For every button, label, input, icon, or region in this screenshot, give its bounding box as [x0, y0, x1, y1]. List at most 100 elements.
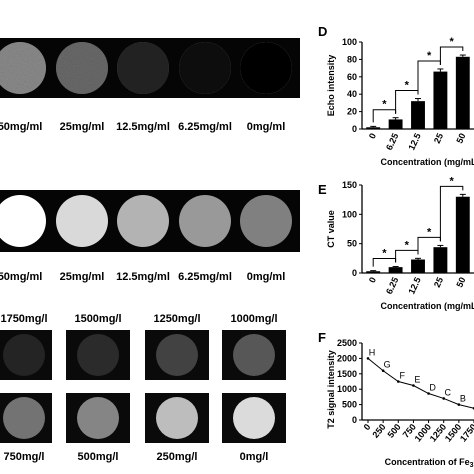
y-axis-label: CT value — [326, 210, 336, 248]
x-tick-label: 12.5 — [406, 132, 422, 152]
ultrasound-sample — [240, 42, 292, 94]
panel-c-label: 0mg/l — [240, 451, 269, 463]
panel-b-label: 0mg/ml — [247, 271, 286, 283]
x-tick-label: 25 — [432, 276, 445, 289]
significance-star: * — [382, 248, 387, 260]
bar — [411, 259, 425, 273]
bar — [455, 56, 470, 129]
y-tick-label: 100 — [342, 209, 357, 219]
mri-sample — [233, 334, 275, 376]
ultrasound-sample — [179, 42, 231, 94]
y-tick-label: 0 — [352, 124, 357, 134]
bar — [366, 127, 381, 129]
data-point — [396, 380, 400, 383]
bar — [388, 267, 403, 273]
x-tick-label: 6.25 — [384, 132, 400, 152]
bar — [388, 119, 403, 129]
mri-sample — [77, 334, 119, 376]
panel-b-label: 25mg/ml — [60, 271, 105, 283]
panel-letter-d: D — [318, 24, 327, 39]
x-tick-label: 250 — [370, 422, 387, 440]
y-tick-label: 50 — [347, 239, 357, 249]
mri-sample — [156, 397, 198, 439]
chart-f: F 05001000150020002500025050075010001250… — [318, 330, 474, 469]
y-tick-label: 60 — [347, 72, 357, 82]
significance-star: * — [449, 36, 454, 48]
y-axis-label: T2 signal intensity — [326, 350, 336, 429]
panel-b-label: 12.5mg/ml — [116, 271, 170, 283]
ultrasound-sample — [0, 42, 46, 94]
mri-sample — [3, 397, 45, 439]
significance-star: * — [405, 239, 410, 251]
ct-sample — [0, 195, 46, 247]
point-label: G — [384, 360, 391, 370]
significance-star: * — [427, 226, 432, 238]
panel-b: 50mg/ml 25mg/ml 12.5mg/ml 6.25mg/ml 0mg/ml — [0, 190, 300, 283]
panel-c-label: 500mg/l — [78, 451, 119, 463]
panel-a-label: 6.25mg/ml — [178, 121, 232, 133]
significance-star: * — [449, 175, 454, 187]
panel-c: 1750mg/l 1500mg/l 1250mg/l 1000mg/l 750mg/l 5… — [0, 313, 286, 463]
y-tick-label: 0 — [352, 268, 357, 278]
x-axis-label: Concentration (mg/mL) — [381, 157, 474, 167]
x-tick-label: 1750 — [458, 422, 474, 444]
point-label: C — [444, 387, 451, 397]
panel-c-label: 1000mg/l — [230, 313, 277, 325]
ultrasound-sample — [56, 42, 108, 94]
y-tick-label: 20 — [347, 107, 357, 117]
significance-star: * — [405, 80, 410, 92]
mri-sample — [3, 334, 45, 376]
point-label: D — [429, 383, 436, 393]
mri-sample — [77, 397, 119, 439]
data-point — [366, 357, 370, 360]
panel-b-label: 6.25mg/ml — [178, 271, 232, 283]
x-axis-label: Concentration (mg/mL) — [381, 301, 474, 311]
x-tick-label: 50 — [454, 276, 467, 289]
point-label: H — [369, 347, 376, 357]
panel-c-label: 750mg/l — [4, 451, 45, 463]
point-label: E — [414, 375, 420, 385]
x-tick-label: 12.5 — [406, 276, 422, 296]
y-tick-label: 500 — [342, 400, 357, 410]
y-tick-label: 150 — [342, 180, 357, 190]
y-tick-label: 40 — [347, 89, 357, 99]
point-label: B — [460, 394, 466, 404]
x-tick-label: 6.25 — [384, 276, 400, 296]
panel-a-label: 25mg/ml — [60, 121, 105, 133]
y-tick-label: 1500 — [337, 369, 357, 379]
bar — [411, 101, 425, 129]
y-tick-label: 1000 — [337, 384, 357, 394]
data-point — [381, 369, 385, 373]
panel-c-label: 1250mg/l — [153, 313, 200, 325]
data-point — [427, 392, 430, 395]
panel-letter-e: E — [318, 182, 327, 197]
data-point — [442, 397, 446, 400]
y-tick-label: 100 — [342, 37, 357, 47]
chart-e: E 0 50 100 150 0 6.25 12.5 25 50 * * * * CT value Conc… — [318, 175, 474, 311]
panel-c-label: 1750mg/l — [0, 313, 47, 325]
x-tick-label: 0 — [367, 276, 378, 285]
x-axis-label: Concentration of Fe3O4 (mg/l) — [385, 457, 474, 469]
significance-star: * — [427, 50, 432, 62]
data-point — [457, 403, 461, 406]
bar — [433, 71, 448, 129]
panel-a: 50mg/ml 25mg/ml 12.5mg/ml 6.25mg/ml 0mg/ml — [0, 38, 300, 133]
panel-a-label: 50mg/ml — [0, 121, 42, 133]
significance-bracket — [372, 258, 397, 267]
trend-line — [367, 358, 474, 409]
significance-bracket — [439, 46, 464, 65]
y-tick-label: 80 — [347, 54, 357, 64]
significance-bracket — [439, 185, 464, 242]
panel-c-label: 250mg/l — [157, 451, 198, 463]
ct-sample — [240, 195, 292, 247]
significance-star: * — [382, 99, 387, 111]
panel-a-label: 0mg/ml — [247, 121, 286, 133]
ultrasound-sample — [117, 42, 169, 94]
panel-a-label: 12.5mg/ml — [116, 121, 170, 133]
ct-sample — [117, 195, 169, 247]
x-tick-label: 500 — [385, 422, 402, 440]
ct-sample — [179, 195, 231, 247]
panel-c-label: 1500mg/l — [74, 313, 121, 325]
y-tick-label: 2500 — [337, 338, 357, 348]
